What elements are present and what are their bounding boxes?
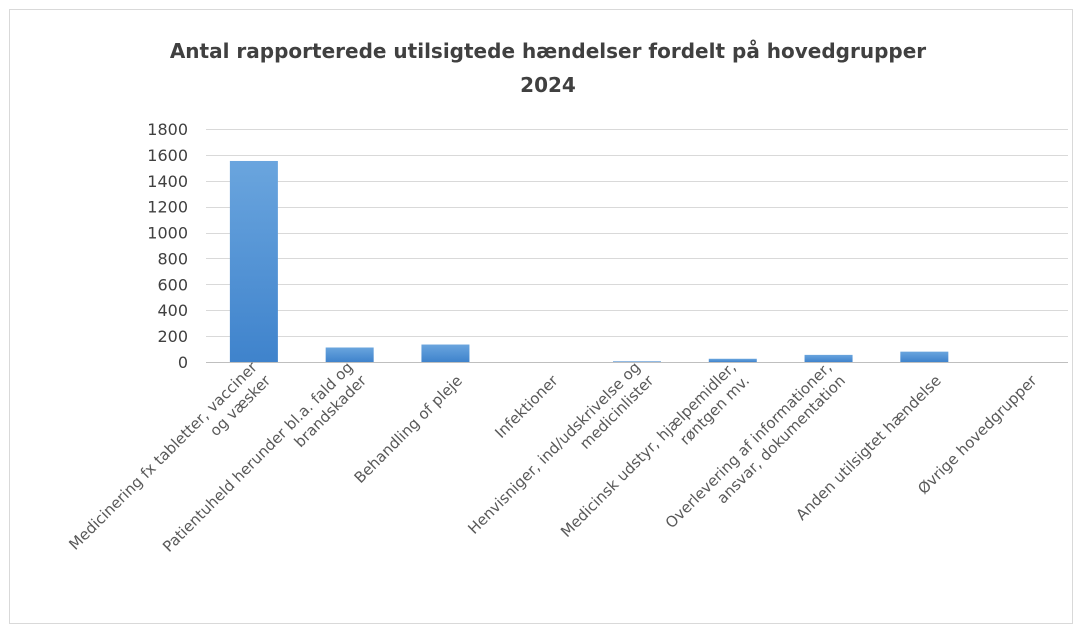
bar <box>804 354 853 362</box>
y-axis: 0 200 400 600 800 1000 1200 1400 1600 1800 <box>147 120 188 372</box>
bar <box>900 351 949 362</box>
y-tick-label: 1000 <box>147 224 188 243</box>
y-tick-label: 400 <box>157 301 188 320</box>
y-tick-label: 1600 <box>147 146 188 165</box>
y-tick-label: 1200 <box>147 198 188 217</box>
bar <box>708 358 757 362</box>
y-tick-label: 600 <box>157 275 188 294</box>
bar <box>613 361 661 362</box>
bar <box>421 344 470 362</box>
chart-title-line-1: Antal rapporterede utilsigtede hændelser… <box>170 39 926 63</box>
chart-title-line-2: 2024 <box>520 73 576 97</box>
y-tick-label: 200 <box>157 327 188 346</box>
chart-border <box>9 9 1073 624</box>
gridlines <box>206 129 1068 363</box>
bar <box>325 347 374 362</box>
y-tick-label: 1800 <box>147 120 188 139</box>
y-tick-label: 0 <box>178 353 188 372</box>
bar <box>229 160 278 362</box>
bars <box>229 160 949 362</box>
y-tick-label: 1400 <box>147 172 188 191</box>
y-tick-label: 800 <box>157 249 188 268</box>
